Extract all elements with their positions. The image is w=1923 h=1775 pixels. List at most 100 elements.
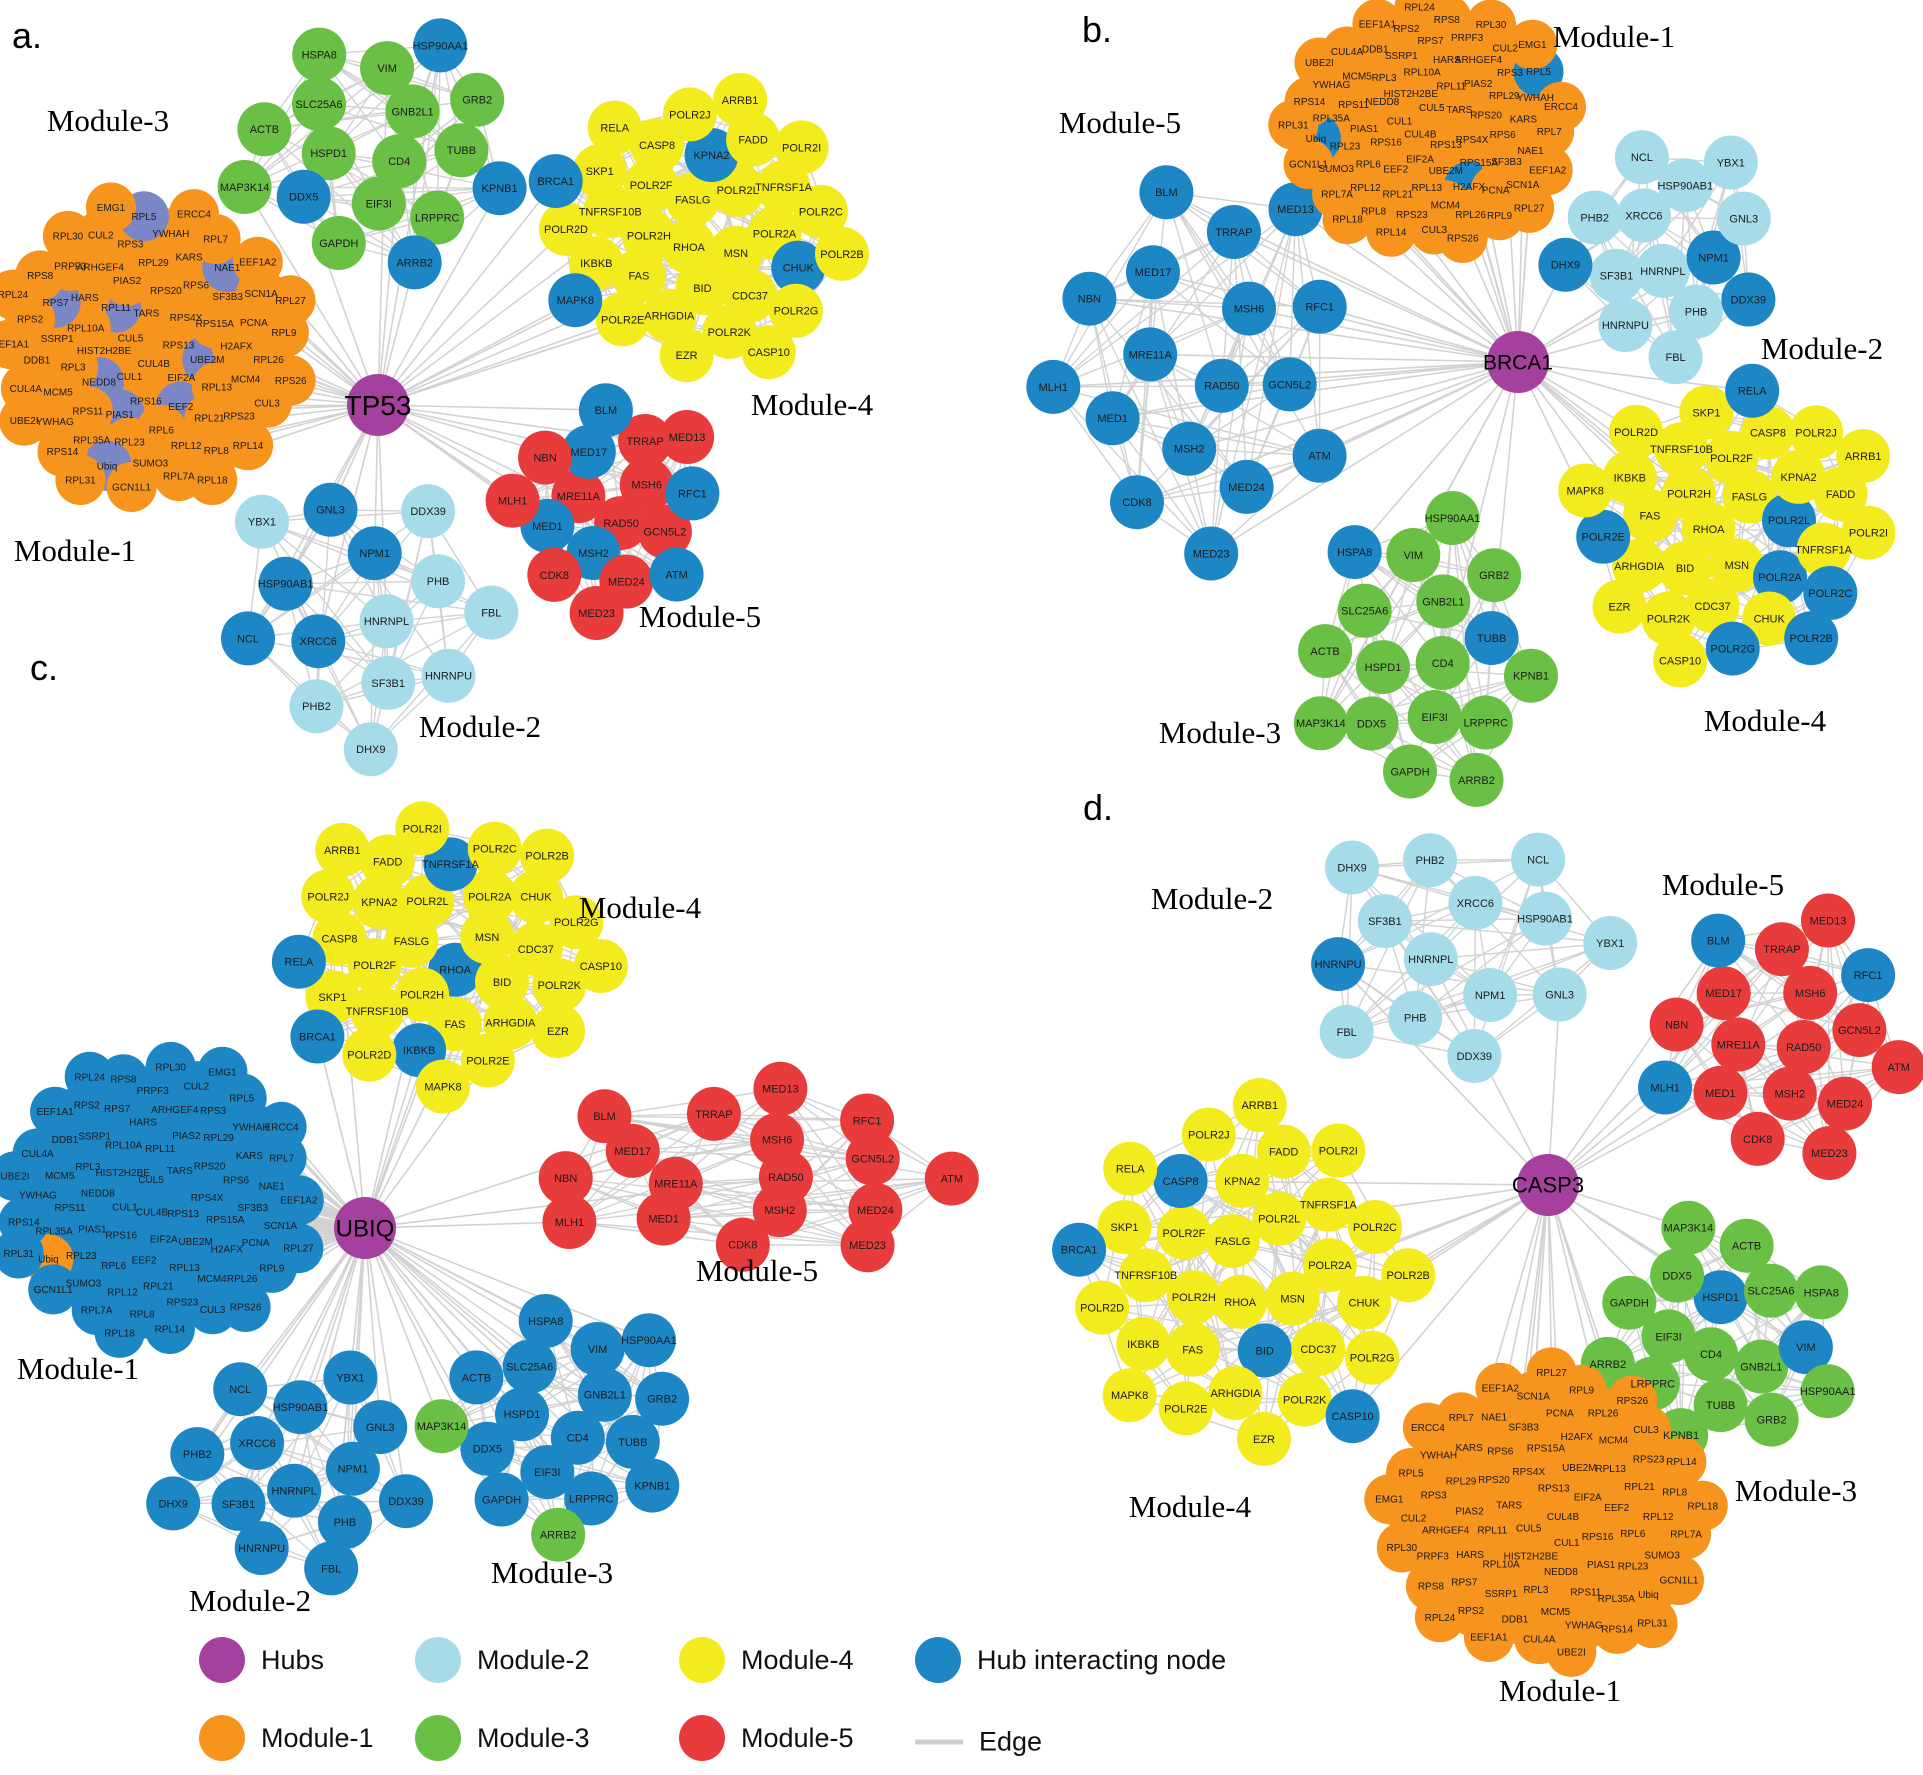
node-label: PHB (427, 576, 450, 588)
legend-label: Module-3 (477, 1722, 590, 1753)
node-label: HNRNPU (425, 671, 472, 683)
node-label: EZR (547, 1026, 569, 1038)
node-label: MED23 (578, 608, 615, 620)
node-DDX5 (1344, 696, 1399, 751)
node-label: KPNB1 (1663, 1430, 1699, 1442)
node-label: CHUK (520, 892, 552, 904)
node-label: POLR2H (627, 231, 671, 243)
node-label: CD4 (1432, 658, 1454, 670)
node-ARRB2 (1449, 752, 1504, 807)
node-label: RPL13 (169, 1263, 200, 1274)
node-label: CDC37 (518, 944, 554, 956)
node-label: RPS6 (183, 281, 210, 292)
node-label: KPNA2 (1781, 472, 1817, 484)
node-label: UBE2M (1429, 166, 1463, 177)
node-label: RPL9 (259, 1263, 284, 1274)
node-label: NAE1 (214, 263, 241, 274)
module-label-Module-3: Module-3 (1735, 1473, 1857, 1508)
node-label: HSP90AA1 (1800, 1386, 1856, 1398)
node-label: EZR (1609, 601, 1631, 613)
node-SF3B1 (1589, 248, 1644, 303)
node-ARRB1 (315, 822, 370, 877)
node-label: RPS7 (1451, 1578, 1478, 1589)
node-HSP90AA1 (1800, 1364, 1855, 1419)
node-BRCA1 (290, 1009, 345, 1064)
node-GAPDH (474, 1472, 529, 1527)
node-label: MED17 (1705, 988, 1742, 1000)
node-label: SCN1A (244, 289, 278, 300)
node-label: RPL3 (1523, 1585, 1548, 1596)
node-label: RHOA (1693, 524, 1725, 536)
node-HNRNPL (267, 1463, 322, 1518)
node-label: VIM (377, 63, 397, 75)
node-label: RPS2 (17, 315, 44, 326)
node-label: SKP1 (318, 992, 346, 1004)
node-label: RPL9 (271, 328, 296, 339)
node-label: LRPPRC (1630, 1378, 1675, 1390)
panel-c: RHOA FASLG MSN POLR2H POLR2L BID POLR2F POLR2A F… (0, 647, 979, 1618)
node-label: CUL2 (1492, 43, 1518, 54)
node-POLR2G (1345, 1330, 1400, 1385)
node-TRRAP (686, 1086, 741, 1141)
node-label: RPL11 (1477, 1526, 1507, 1537)
node-GAPDH (311, 216, 366, 270)
node-label: RPL35A (73, 435, 111, 446)
node-label: KPNA2 (361, 897, 397, 909)
node-label: Ubiq (38, 1255, 59, 1266)
node-label: HSPD1 (1702, 1292, 1739, 1304)
node-label: MED1 (532, 521, 563, 533)
node-RPL30 (1466, 0, 1516, 50)
node-label: UBE2I (1305, 58, 1334, 69)
node-label: RPS6 (1490, 130, 1517, 141)
labels: HNRNPL XRCC6 NPM1 SF3B1 HSP90AB1 PHB PHB2 GNL3 H… (1061, 787, 1910, 1708)
node-CHUK (509, 869, 563, 924)
node-MSH6 (619, 457, 674, 512)
panel-letter: d. (1083, 787, 1113, 828)
node-label: RPS23 (1396, 210, 1428, 221)
node-FBL (1648, 330, 1703, 385)
node-label: TUBB (1706, 1400, 1735, 1412)
node-label: RPS13 (1430, 140, 1462, 151)
node-label: MSH2 (1775, 1088, 1806, 1100)
node-TUBB (605, 1414, 660, 1469)
node-RPL31 (1627, 1598, 1678, 1649)
module-label-Module-3: Module-3 (491, 1555, 613, 1590)
node-label: POLR2G (774, 306, 819, 318)
node-label: MSN (1280, 1293, 1305, 1305)
node-EEF1A2 (232, 236, 283, 287)
node-label: RPL31 (1278, 120, 1309, 131)
node-label: XRCC6 (1625, 210, 1662, 222)
node-label: ARRB2 (1458, 775, 1495, 787)
node-label: RPL24 (1404, 3, 1435, 14)
node-label: DDX39 (1457, 1051, 1492, 1063)
node-XRCC6 (1616, 188, 1671, 243)
node-label: EMG1 (97, 203, 126, 214)
node-label: ATM (1308, 451, 1330, 463)
legend-item-module-4: Module-4 (679, 1637, 854, 1683)
hub-node-TP53 (347, 374, 409, 436)
node-label: CASP8 (1163, 1176, 1199, 1188)
node-ATM (1871, 1040, 1923, 1095)
hub-node-CASP3 (1517, 1154, 1579, 1216)
node-label: YBX1 (1596, 938, 1624, 950)
node-RPL18 (187, 455, 238, 506)
node-HSPD1 (1356, 640, 1410, 695)
node-label: POLR2B (525, 850, 568, 862)
node-label: PIAS2 (113, 276, 142, 287)
node-ACTB (449, 1350, 504, 1405)
node-label: RPL12 (171, 441, 202, 452)
node-label: CUL3 (254, 398, 280, 409)
node-label: RPL26 (1588, 1409, 1619, 1420)
node-HSP90AB1 (273, 1380, 328, 1435)
node-label: RELA (285, 957, 314, 969)
node-label: UBE2M (178, 1237, 212, 1248)
node-ACTB (237, 102, 292, 157)
node-label: FADD (738, 134, 767, 146)
node-HSPA8 (1794, 1265, 1849, 1320)
node-label: MAPK8 (1111, 1390, 1148, 1402)
node-label: RPL13 (202, 383, 233, 394)
node-label: RPL9 (1487, 211, 1512, 222)
node-POLR2I (1841, 505, 1896, 560)
nodes (0, 801, 979, 1596)
node-label: NPM1 (338, 1464, 369, 1476)
